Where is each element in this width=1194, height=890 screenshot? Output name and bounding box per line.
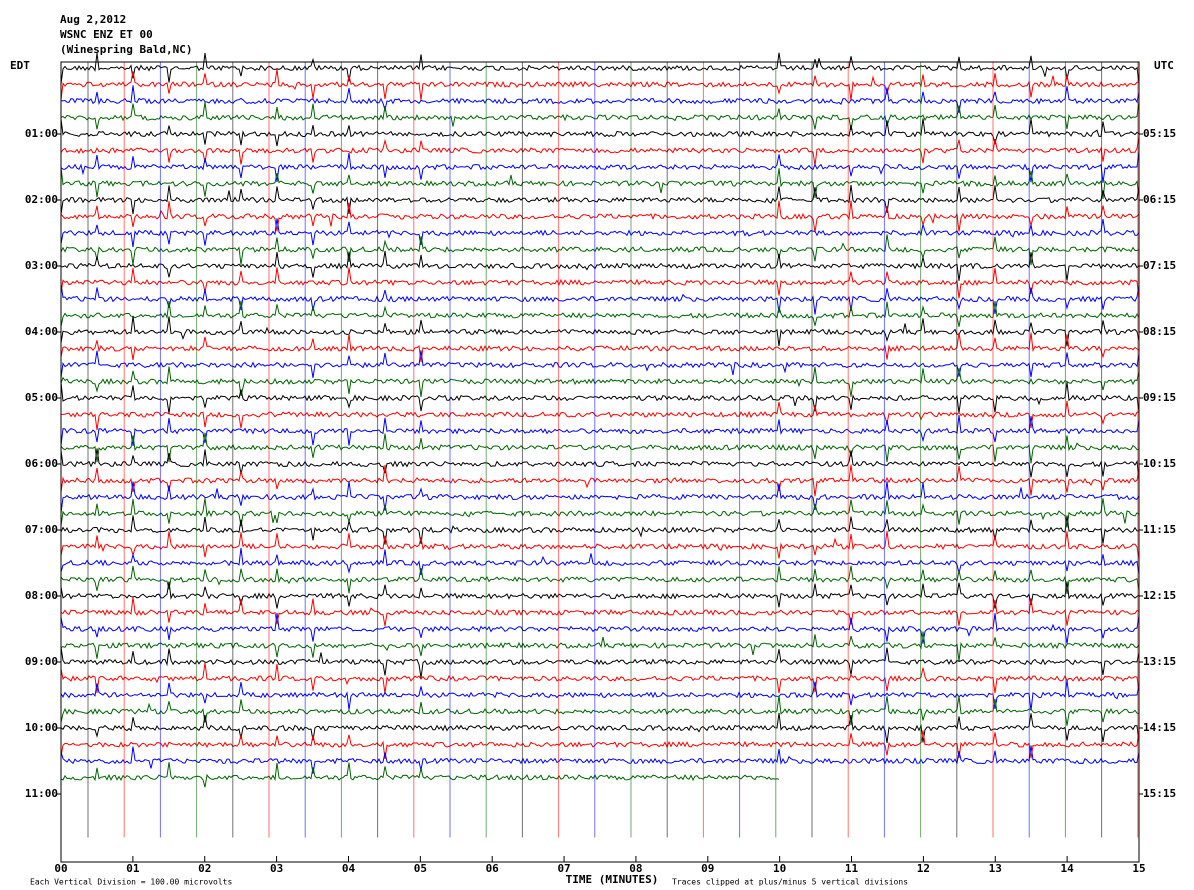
trace <box>60 530 1140 559</box>
y2-tick-label: 06:15 <box>1143 193 1176 206</box>
trace <box>60 646 1140 678</box>
y2-tick-label: 15:15 <box>1143 787 1176 800</box>
trace <box>60 284 1140 315</box>
trace <box>60 184 1140 215</box>
y2-tick-label: 09:15 <box>1143 391 1176 404</box>
y2-tick-label: 14:15 <box>1143 721 1176 734</box>
trace <box>60 52 1140 85</box>
trace <box>60 464 1140 497</box>
x-tick-label: 03 <box>270 862 283 875</box>
x-tick-label: 01 <box>126 862 140 875</box>
trace <box>60 218 1140 248</box>
y2-tick-label: 12:15 <box>1143 589 1176 602</box>
x-tick-label: 11 <box>845 862 859 875</box>
y2-tick-label: 13:15 <box>1143 655 1176 668</box>
x-tick-label: 10 <box>773 862 786 875</box>
trace <box>60 415 1140 446</box>
trace <box>60 745 1140 774</box>
trace <box>60 101 1140 130</box>
trace <box>60 631 1140 662</box>
trace <box>60 695 1140 726</box>
traces <box>60 52 1140 838</box>
trace <box>60 612 1140 644</box>
trace <box>60 200 1140 233</box>
trace <box>60 136 1140 166</box>
y-tick-label: 09:00 <box>25 655 58 668</box>
y-tick-label: 03:00 <box>25 259 58 272</box>
y2-tick-label: 10:15 <box>1143 457 1176 470</box>
y-tick-label: 01:00 <box>25 127 58 140</box>
y-tick-label: 08:00 <box>25 589 58 602</box>
trace <box>60 118 1140 147</box>
y-tick-label: 06:00 <box>25 457 58 470</box>
trace <box>60 730 1140 760</box>
x-tick-label: 14 <box>1061 862 1075 875</box>
title-line: WSNC ENZ ET 00 <box>60 28 153 41</box>
x-axis-title: TIME (MINUTES) <box>566 873 659 886</box>
x-tick-label: 06 <box>486 862 500 875</box>
trace <box>60 382 1140 414</box>
trace <box>60 366 1140 398</box>
trace <box>60 481 1140 513</box>
x-tick-label: 13 <box>989 862 1002 875</box>
x-tick-label: 02 <box>198 862 211 875</box>
x-tick-label: 08 <box>629 862 642 875</box>
left-axis-title: EDT <box>10 59 30 72</box>
trace <box>60 597 1140 627</box>
x-tick-label: 07 <box>557 862 570 875</box>
clip-note: Traces clipped at plus/minus 5 vertical … <box>672 878 908 887</box>
title-line: Aug 2,2012 <box>60 13 126 26</box>
x-tick-label: 04 <box>342 862 356 875</box>
x-tick-label: 15 <box>1132 862 1145 875</box>
x-tick-label: 12 <box>917 862 930 875</box>
trace <box>61 250 1140 281</box>
trace <box>60 267 1140 299</box>
y-tick-label: 11:00 <box>25 787 58 800</box>
trace <box>60 300 1140 327</box>
trace <box>60 565 1140 595</box>
trace <box>60 350 1140 378</box>
trace <box>60 151 1140 183</box>
x-tick-label: 09 <box>701 862 714 875</box>
y-tick-label: 04:00 <box>25 325 58 338</box>
y-tick-label: 02:00 <box>25 193 58 206</box>
x-tick-label: 00 <box>54 862 67 875</box>
trace <box>60 662 1140 694</box>
y2-tick-label: 08:15 <box>1143 325 1176 338</box>
trace <box>60 515 1139 545</box>
trace <box>60 69 1139 101</box>
y2-tick-label: 11:15 <box>1143 523 1176 536</box>
trace <box>60 167 1140 199</box>
trace <box>60 234 1140 266</box>
trace <box>60 762 780 788</box>
y2-tick-label: 05:15 <box>1143 127 1176 140</box>
x-tick-label: 05 <box>414 862 427 875</box>
y-tick-label: 07:00 <box>25 523 58 536</box>
plot-frame <box>60 61 1140 863</box>
y-tick-label: 10:00 <box>25 721 58 734</box>
scale-note: Each Vertical Division = 100.00 microvol… <box>30 878 232 887</box>
title-line: (Winespring Bald,NC) <box>60 43 192 56</box>
trace <box>61 400 1140 431</box>
y-tick-label: 05:00 <box>25 391 58 404</box>
right-axis-title: UTC <box>1154 59 1174 72</box>
y2-tick-label: 07:15 <box>1143 259 1176 272</box>
trace <box>60 332 1140 363</box>
trace <box>60 432 1140 464</box>
